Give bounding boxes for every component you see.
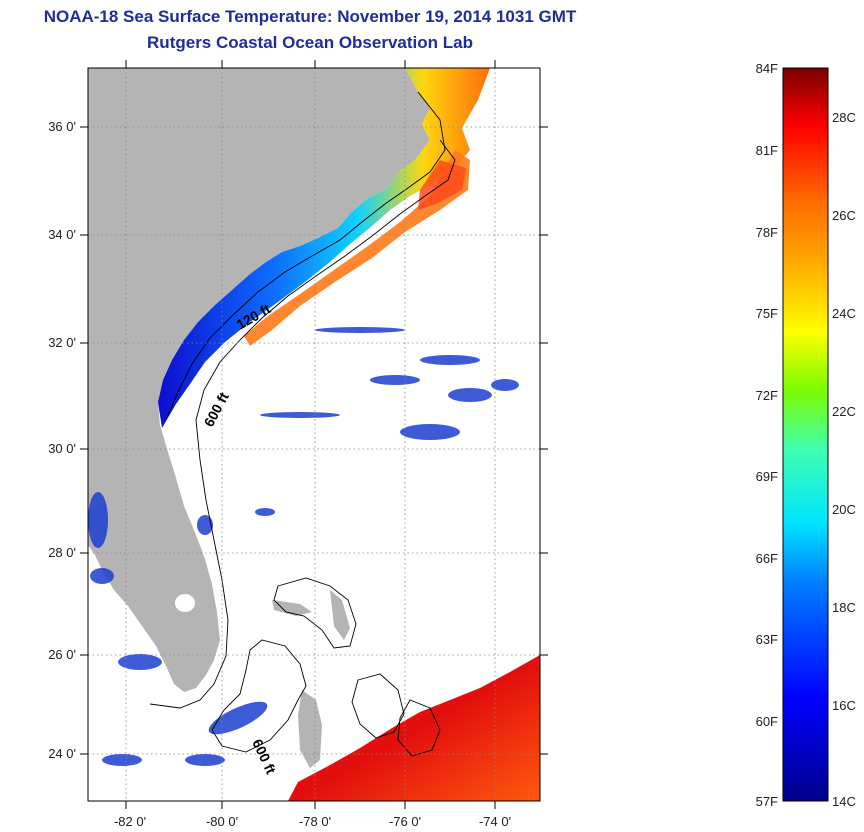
colorbar-gradient [782, 67, 829, 802]
lake-okeechobee [175, 594, 195, 612]
colorbar-f-label: 66F [756, 551, 778, 566]
land-grand-bahama [272, 600, 312, 616]
colorbar-f-label: 60F [756, 714, 778, 729]
map-frame [87, 67, 541, 802]
colorbar-f-label: 63F [756, 632, 778, 647]
map-subtitle: Rutgers Coastal Ocean Observation Lab [147, 33, 473, 52]
colorbar-c-label: 24C [832, 306, 856, 321]
sst-coastal-band [158, 68, 490, 428]
land-andros [298, 690, 322, 768]
lat-labels: 36 0' 34 0' 32 0' 30 0' 28 0' 26 0' 24 0… [48, 119, 76, 761]
colorbar-f-labels: 84F 81F 78F 75F 72F 69F 66F 63F 60F 57F [756, 61, 778, 809]
colorbar-c-labels: 28C 26C 24C 22C 20C 18C 16C 14C [832, 110, 856, 809]
map-canvas: 120 ft 600 ft 600 ft [88, 68, 540, 801]
colorbar-c-label: 18C [832, 600, 856, 615]
lon-label: -78 0' [299, 814, 331, 829]
colorbar-c-label: 28C [832, 110, 856, 125]
land-abaco [330, 590, 350, 640]
lat-label: 30 0' [48, 441, 76, 456]
lat-label: 28 0' [48, 545, 76, 560]
lon-label: -82 0' [114, 814, 146, 829]
land-us-coast [88, 68, 430, 692]
lat-label: 32 0' [48, 335, 76, 350]
colorbar-f-label: 75F [756, 306, 778, 321]
lon-labels: -82 0' -80 0' -78 0' -76 0' -74 0' [114, 814, 511, 829]
lon-label: -80 0' [206, 814, 238, 829]
lat-label: 24 0' [48, 746, 76, 761]
graticule [88, 68, 540, 801]
lon-label: -76 0' [389, 814, 421, 829]
lat-label: 34 0' [48, 227, 76, 242]
colorbar-f-label: 57F [756, 794, 778, 809]
depth-contours [149, 91, 456, 757]
colorbar-c-label: 20C [832, 502, 856, 517]
lon-label: -74 0' [479, 814, 511, 829]
colorbar-c-label: 22C [832, 404, 856, 419]
colorbar-f-label: 78F [756, 225, 778, 240]
colorbar-f-label: 72F [756, 388, 778, 403]
axis-ticks [80, 60, 548, 809]
colorbar: 84F 81F 78F 75F 72F 69F 66F 63F 60F 57F … [756, 61, 856, 809]
colorbar-f-label: 81F [756, 143, 778, 158]
colorbar-c-label: 14C [832, 794, 856, 809]
colorbar-c-label: 16C [832, 698, 856, 713]
map-title: NOAA-18 Sea Surface Temperature: Novembe… [43, 7, 577, 26]
colorbar-f-label: 84F [756, 61, 778, 76]
colorbar-f-label: 69F [756, 469, 778, 484]
sst-gulf-stream-core [418, 160, 466, 210]
sst-warm-region [288, 655, 540, 801]
lat-label: 26 0' [48, 647, 76, 662]
sst-scattered-patches [88, 327, 519, 766]
sst-gulf-stream [244, 150, 470, 346]
lat-label: 36 0' [48, 119, 76, 134]
colorbar-c-label: 26C [832, 208, 856, 223]
